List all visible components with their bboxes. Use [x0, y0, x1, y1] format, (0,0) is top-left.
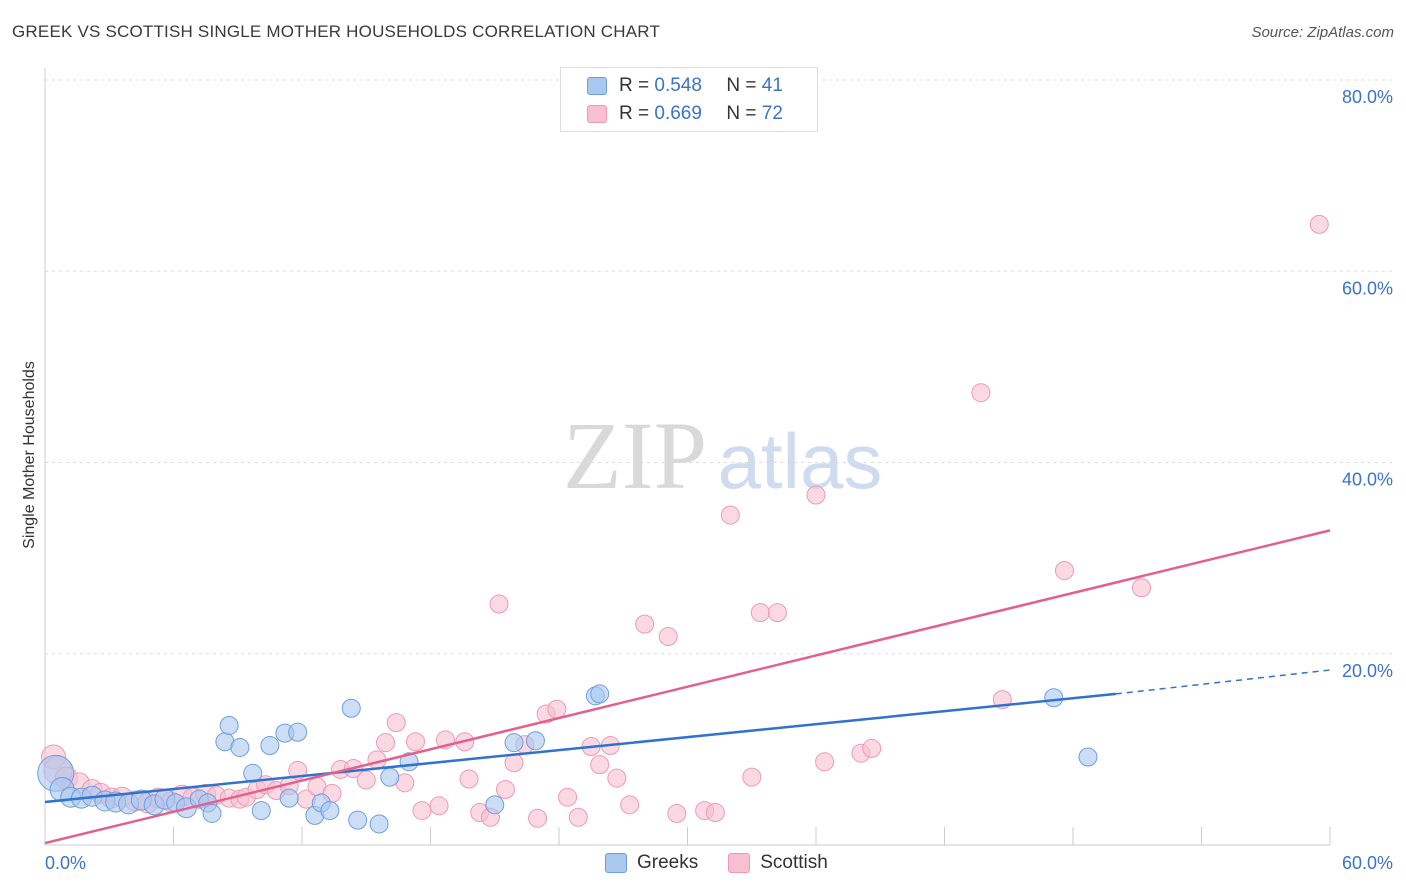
legend-n-label: N = — [726, 75, 757, 96]
data-point — [369, 814, 389, 834]
data-point — [341, 698, 361, 718]
data-point — [806, 485, 826, 505]
legend-r-label: R = — [619, 75, 650, 96]
data-point — [750, 603, 770, 623]
scottish-swatch — [728, 853, 751, 873]
data-point — [230, 737, 250, 757]
y-tick-label: 80.0% — [1342, 87, 1393, 107]
data-point — [635, 614, 655, 634]
data-point — [658, 627, 678, 647]
data-point — [558, 787, 578, 807]
data-point — [620, 795, 640, 815]
legend-r-value: 0.548 — [654, 75, 702, 96]
source-label: Source: ZipAtlas.com — [1251, 24, 1394, 41]
data-point — [406, 732, 426, 752]
data-point — [279, 788, 299, 808]
data-point — [767, 603, 787, 623]
data-point — [320, 801, 340, 821]
greeks-swatch — [587, 77, 607, 95]
bottom-legend-scottish: Scottish — [728, 852, 828, 874]
data-point — [495, 780, 515, 800]
legend-row-scottish: R = 0.669 N = 72 — [587, 102, 783, 126]
data-point — [607, 768, 627, 788]
data-point — [260, 736, 280, 756]
y-tick-label: 60.0% — [1342, 278, 1393, 298]
greeks-trend-line — [44, 692, 1116, 804]
data-point — [429, 796, 449, 816]
greeks-label: Greeks — [637, 852, 699, 873]
bottom-legend-greeks: Greeks — [605, 852, 698, 874]
data-point — [386, 713, 406, 733]
data-point — [504, 733, 524, 753]
data-point — [380, 767, 400, 787]
tick-labels: 20.0% 40.0% 60.0% 80.0% 0.0% 60.0% — [45, 87, 1393, 873]
data-point — [742, 767, 762, 787]
data-point — [251, 801, 271, 821]
legend-n-value: 72 — [761, 103, 783, 124]
data-point — [489, 594, 509, 614]
data-point — [705, 802, 725, 822]
legend-row-greeks: R = 0.548 N = 41 — [587, 74, 783, 98]
chart-title: GREEK VS SCOTTISH SINGLE MOTHER HOUSEHOL… — [12, 22, 661, 41]
bottom-legend: Greeks Scottish — [605, 852, 858, 874]
data-point — [202, 803, 222, 823]
data-point — [485, 795, 505, 815]
watermark-zip: ZIP — [563, 402, 707, 509]
x-tick-label-min: 0.0% — [45, 853, 86, 873]
data-point — [720, 505, 740, 525]
data-point — [971, 383, 991, 403]
legend-n-value: 41 — [761, 75, 783, 96]
data-point — [528, 808, 548, 828]
data-point — [243, 763, 263, 783]
data-point — [412, 801, 432, 821]
y-tick-label: 40.0% — [1342, 470, 1393, 490]
data-point — [1078, 747, 1098, 767]
data-point — [288, 722, 308, 742]
data-point — [1132, 578, 1152, 598]
greeks-points — [37, 684, 1098, 834]
legend-r-label: R = — [619, 103, 650, 124]
data-point — [862, 738, 882, 758]
data-point — [568, 807, 588, 827]
watermark-atlas: atlas — [718, 417, 883, 505]
data-point — [219, 715, 239, 735]
data-point — [590, 684, 610, 704]
legend: R = 0.548 N = 41 R = 0.669 N = 72 — [560, 67, 818, 132]
data-point — [348, 810, 368, 830]
greeks-swatch — [605, 853, 627, 873]
data-point — [459, 769, 479, 789]
trend-lines — [44, 529, 1331, 845]
data-point — [1054, 561, 1074, 581]
x-tick-label-max: 60.0% — [1342, 853, 1393, 873]
y-tick-label: 20.0% — [1342, 661, 1393, 681]
data-point — [525, 731, 545, 751]
legend-r-value: 0.669 — [654, 103, 702, 124]
scottish-points — [41, 214, 1329, 828]
data-point — [547, 699, 567, 719]
scottish-swatch — [587, 105, 607, 123]
data-point — [667, 803, 687, 823]
data-point — [1309, 214, 1329, 234]
grid-lines — [45, 79, 1392, 655]
data-point — [1044, 688, 1064, 708]
data-point — [590, 755, 610, 775]
legend-n-label: N = — [726, 103, 757, 124]
data-point — [815, 752, 835, 772]
scottish-trend-line — [44, 529, 1331, 845]
data-point — [376, 733, 396, 753]
greeks-trend-extension — [1115, 669, 1331, 695]
scottish-label: Scottish — [760, 852, 828, 873]
data-point — [356, 770, 376, 790]
watermark: ZIP atlas — [563, 402, 882, 509]
